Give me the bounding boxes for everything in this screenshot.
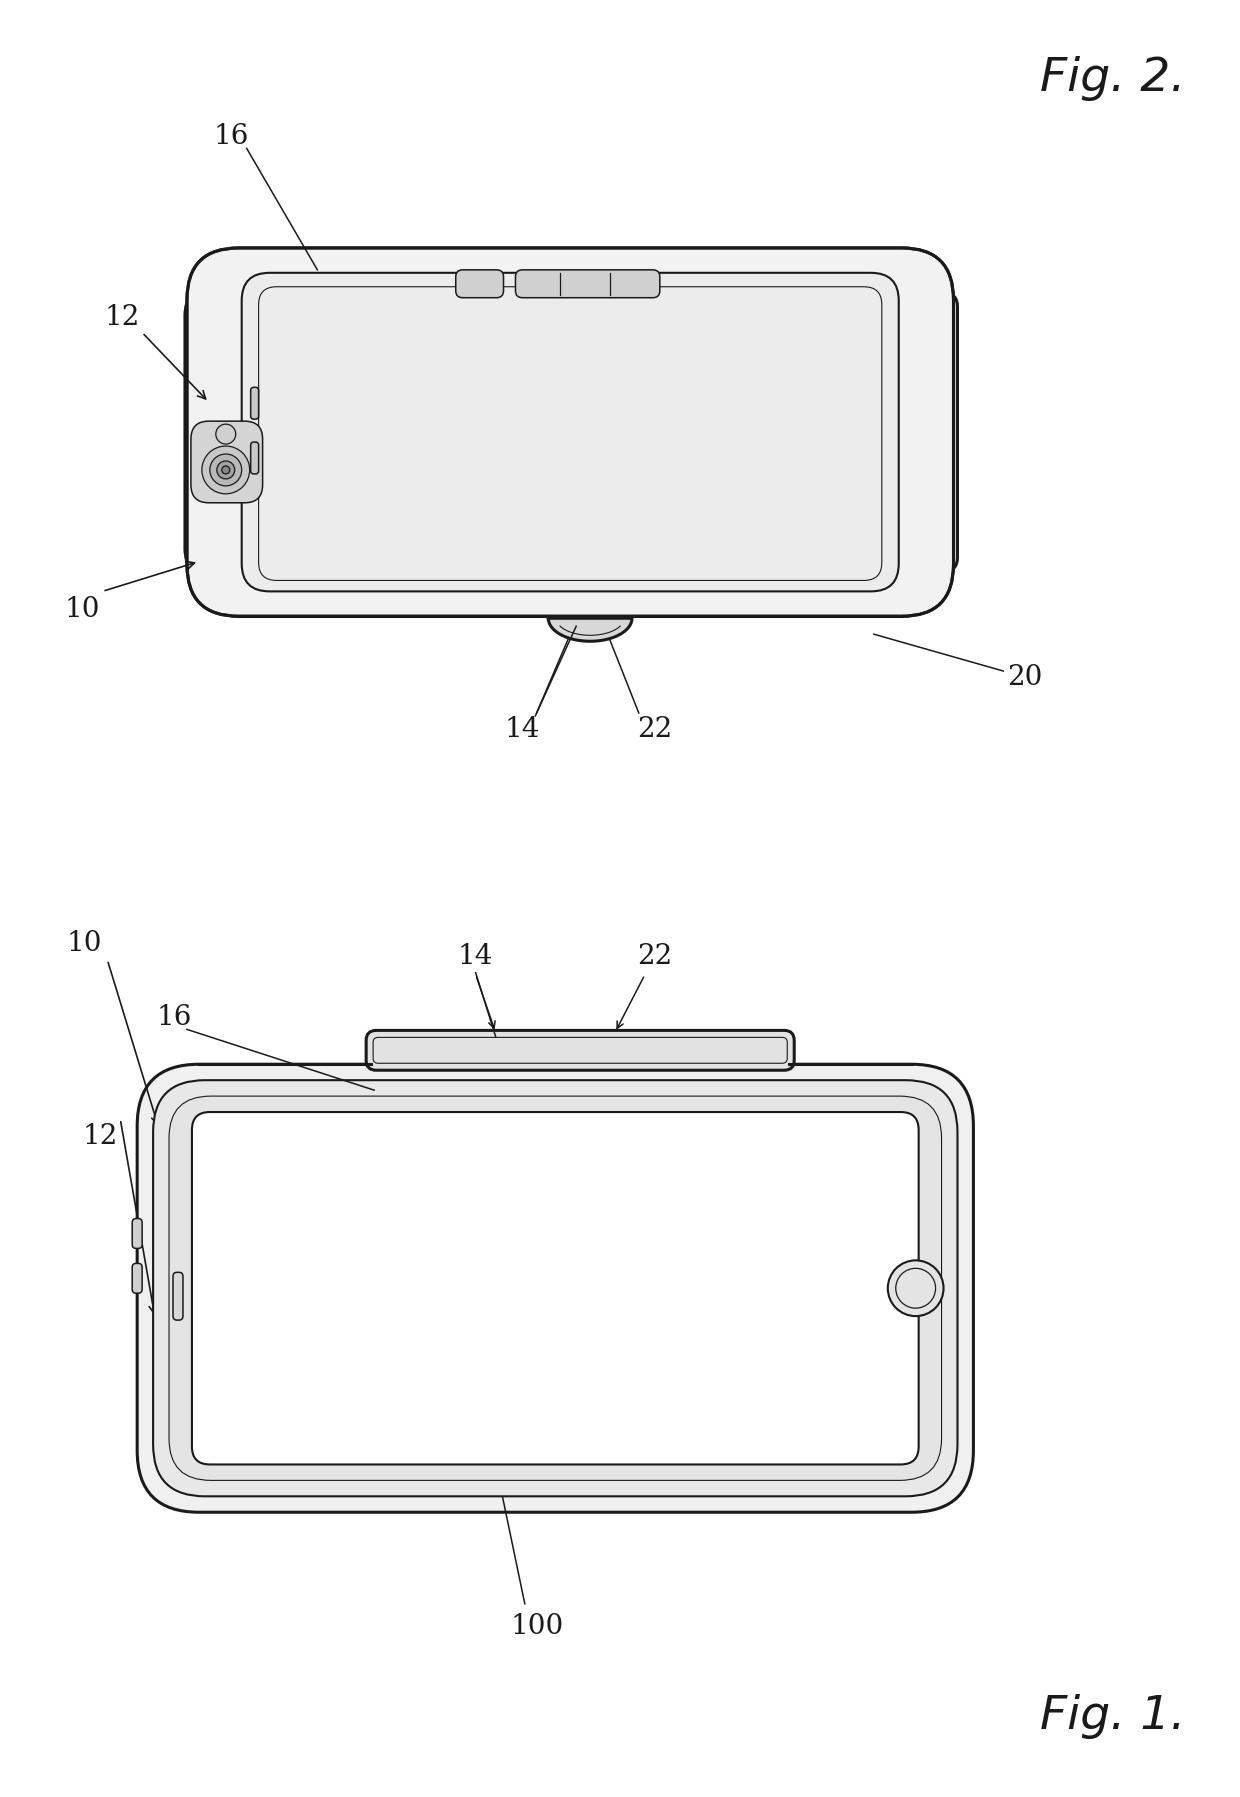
Text: 100: 100 bbox=[511, 1614, 564, 1641]
FancyBboxPatch shape bbox=[366, 1030, 794, 1071]
Text: 22: 22 bbox=[637, 943, 672, 970]
Text: 10: 10 bbox=[64, 597, 100, 624]
Circle shape bbox=[210, 455, 242, 485]
FancyBboxPatch shape bbox=[250, 388, 259, 419]
Text: 16: 16 bbox=[215, 122, 249, 149]
FancyBboxPatch shape bbox=[250, 442, 259, 474]
Circle shape bbox=[216, 424, 236, 444]
Polygon shape bbox=[548, 618, 632, 642]
Text: 14: 14 bbox=[458, 943, 494, 970]
Circle shape bbox=[217, 462, 234, 478]
FancyBboxPatch shape bbox=[516, 270, 660, 298]
FancyBboxPatch shape bbox=[133, 1263, 143, 1294]
Circle shape bbox=[202, 446, 249, 494]
Text: 20: 20 bbox=[1007, 665, 1043, 692]
FancyBboxPatch shape bbox=[185, 288, 253, 577]
Text: 12: 12 bbox=[104, 304, 140, 331]
Text: 14: 14 bbox=[505, 717, 541, 744]
FancyBboxPatch shape bbox=[456, 270, 503, 298]
Text: Fig. 2.: Fig. 2. bbox=[1040, 56, 1185, 101]
FancyBboxPatch shape bbox=[169, 1096, 941, 1481]
Circle shape bbox=[888, 1260, 944, 1315]
FancyBboxPatch shape bbox=[928, 293, 957, 571]
Circle shape bbox=[222, 465, 229, 474]
Text: 10: 10 bbox=[67, 931, 102, 958]
FancyBboxPatch shape bbox=[133, 1218, 143, 1249]
FancyBboxPatch shape bbox=[242, 273, 899, 591]
FancyBboxPatch shape bbox=[191, 420, 263, 503]
Text: 12: 12 bbox=[83, 1123, 118, 1150]
FancyBboxPatch shape bbox=[153, 1080, 957, 1497]
FancyBboxPatch shape bbox=[192, 1112, 919, 1465]
FancyBboxPatch shape bbox=[138, 1064, 973, 1513]
Text: 22: 22 bbox=[637, 717, 672, 744]
FancyBboxPatch shape bbox=[187, 248, 954, 616]
FancyBboxPatch shape bbox=[174, 1272, 184, 1321]
Text: Fig. 1.: Fig. 1. bbox=[1040, 1695, 1185, 1739]
Text: 16: 16 bbox=[156, 1005, 192, 1031]
